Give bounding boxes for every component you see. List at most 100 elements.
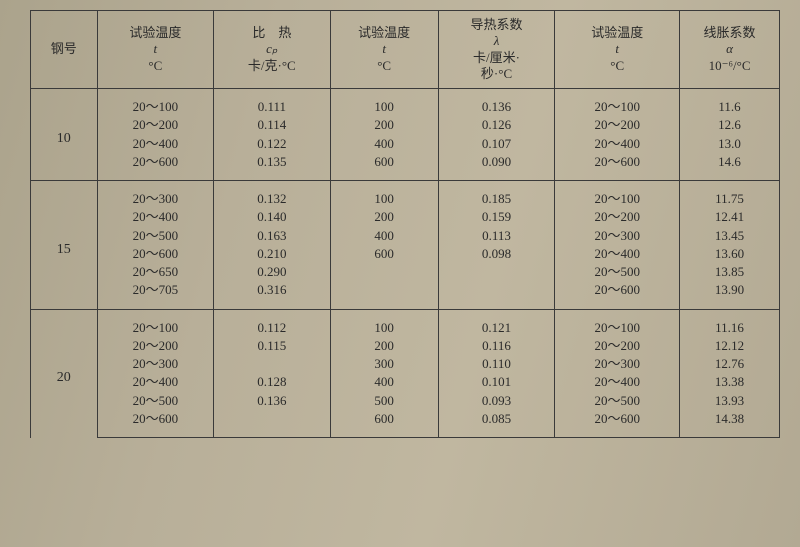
header-specific-heat: 比 热 cₚ 卡/克·°C — [214, 11, 331, 89]
header-grade: 钢号 — [31, 11, 98, 89]
data-cell: 0.316 — [214, 281, 331, 309]
table-body: 1020～1000.1111000.13620～10011.620～2000.1… — [31, 89, 780, 438]
table-row: 20～4000.1402000.15920～20012.41 — [31, 208, 780, 226]
data-cell: 0.210 — [214, 245, 331, 263]
data-cell: 200 — [330, 208, 438, 226]
data-cell: 0.163 — [214, 227, 331, 245]
table-row: 20～5000.1365000.09320～50013.93 — [31, 392, 780, 410]
data-cell: 13.85 — [680, 263, 780, 281]
data-cell: 20～400 — [555, 135, 680, 153]
data-cell — [214, 355, 331, 373]
data-cell: 20～500 — [97, 392, 214, 410]
data-cell: 20～600 — [97, 410, 214, 438]
data-cell — [438, 263, 555, 281]
data-cell: 12.6 — [680, 116, 780, 134]
data-cell: 20～400 — [555, 245, 680, 263]
data-cell: 20～200 — [97, 116, 214, 134]
data-cell: 0.135 — [214, 153, 331, 181]
header-test-temp-2: 试验温度 t °C — [330, 11, 438, 89]
table-row: 1520～3000.1321000.18520～10011.75 — [31, 181, 780, 209]
data-cell: 600 — [330, 153, 438, 181]
data-cell: 500 — [330, 392, 438, 410]
table-row: 20～4000.1284000.10120～40013.38 — [31, 373, 780, 391]
data-cell: 12.41 — [680, 208, 780, 226]
data-cell: 0.090 — [438, 153, 555, 181]
data-cell: 20～300 — [97, 355, 214, 373]
data-cell: 13.0 — [680, 135, 780, 153]
data-cell: 0.126 — [438, 116, 555, 134]
data-cell: 200 — [330, 116, 438, 134]
data-cell: 400 — [330, 227, 438, 245]
table-row: 20～3003000.11020～30012.76 — [31, 355, 780, 373]
data-cell: 20～400 — [555, 373, 680, 391]
data-cell: 0.107 — [438, 135, 555, 153]
data-cell: 20～100 — [555, 309, 680, 337]
data-cell: 0.136 — [438, 89, 555, 117]
table-row: 20～2000.1142000.12620～20012.6 — [31, 116, 780, 134]
data-cell: 20～100 — [555, 89, 680, 117]
data-cell: 200 — [330, 337, 438, 355]
data-cell: 0.136 — [214, 392, 331, 410]
data-cell: 0.085 — [438, 410, 555, 438]
data-cell: 20～100 — [97, 89, 214, 117]
data-cell: 0.098 — [438, 245, 555, 263]
data-cell — [330, 281, 438, 309]
data-cell: 0.116 — [438, 337, 555, 355]
data-cell: 20～400 — [97, 373, 214, 391]
data-cell: 20～650 — [97, 263, 214, 281]
table-header: 钢号 试验温度 t °C 比 热 cₚ 卡/克·°C 试验温度 t °C 导热系… — [31, 11, 780, 89]
data-cell: 20～600 — [555, 281, 680, 309]
data-cell: 20～600 — [555, 410, 680, 438]
data-cell: 0.122 — [214, 135, 331, 153]
data-cell: 0.140 — [214, 208, 331, 226]
data-cell: 20～300 — [555, 355, 680, 373]
data-cell: 20～200 — [555, 208, 680, 226]
data-cell: 0.110 — [438, 355, 555, 373]
grade-cell: 20 — [31, 309, 98, 438]
data-cell: 300 — [330, 355, 438, 373]
data-cell: 20～600 — [97, 153, 214, 181]
data-cell: 0.093 — [438, 392, 555, 410]
data-cell: 0.112 — [214, 309, 331, 337]
data-cell: 20～100 — [555, 181, 680, 209]
header-test-temp-1: 试验温度 t °C — [97, 11, 214, 89]
data-cell: 12.12 — [680, 337, 780, 355]
data-cell: 20～600 — [97, 245, 214, 263]
data-cell: 11.75 — [680, 181, 780, 209]
data-cell: 0.290 — [214, 263, 331, 281]
data-cell: 13.93 — [680, 392, 780, 410]
data-cell: 600 — [330, 245, 438, 263]
data-cell: 20～200 — [97, 337, 214, 355]
data-cell: 0.113 — [438, 227, 555, 245]
data-cell: 0.128 — [214, 373, 331, 391]
table-row: 20～2000.1152000.11620～20012.12 — [31, 337, 780, 355]
data-cell: 20～300 — [97, 181, 214, 209]
data-cell: 400 — [330, 373, 438, 391]
header-expansion-coef: 线胀系数 α 10⁻⁶/°C — [680, 11, 780, 89]
table-row: 2020～1000.1121000.12120～10011.16 — [31, 309, 780, 337]
data-cell: 0.185 — [438, 181, 555, 209]
data-cell: 100 — [330, 181, 438, 209]
grade-cell: 10 — [31, 89, 98, 181]
data-cell: 14.38 — [680, 410, 780, 438]
grade-cell: 15 — [31, 181, 98, 310]
data-cell: 13.45 — [680, 227, 780, 245]
table-row: 20～6006000.08520～60014.38 — [31, 410, 780, 438]
data-cell: 0.111 — [214, 89, 331, 117]
data-cell: 600 — [330, 410, 438, 438]
data-cell — [438, 281, 555, 309]
data-cell: 20～400 — [97, 135, 214, 153]
data-cell: 0.132 — [214, 181, 331, 209]
data-cell: 20～500 — [555, 263, 680, 281]
page-scan: { "headers": { "c0": {"l1":"钢号"}, "c1": … — [0, 0, 800, 547]
data-cell: 20～100 — [97, 309, 214, 337]
data-cell: 20～705 — [97, 281, 214, 309]
data-cell: 20～300 — [555, 227, 680, 245]
data-cell: 20～400 — [97, 208, 214, 226]
data-cell: 0.121 — [438, 309, 555, 337]
materials-table: 钢号 试验温度 t °C 比 热 cₚ 卡/克·°C 试验温度 t °C 导热系… — [30, 10, 780, 438]
header-test-temp-3: 试验温度 t °C — [555, 11, 680, 89]
table-row: 20～4000.1224000.10720～40013.0 — [31, 135, 780, 153]
data-cell: 12.76 — [680, 355, 780, 373]
data-cell: 0.101 — [438, 373, 555, 391]
